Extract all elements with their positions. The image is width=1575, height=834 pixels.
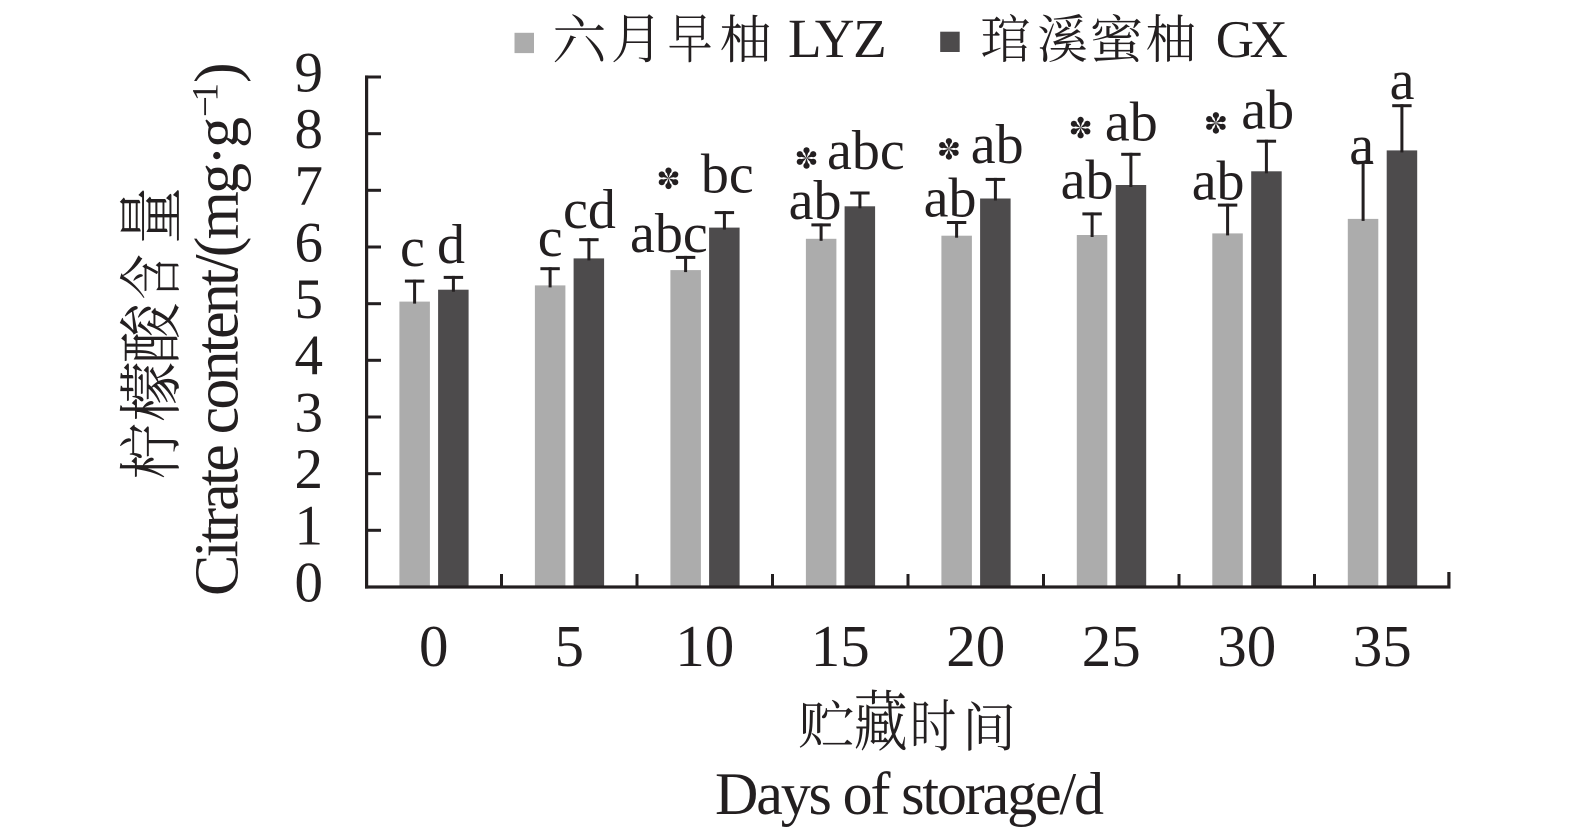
svg-text:5: 5 — [554, 613, 584, 679]
svg-text:LYZ: LYZ — [788, 8, 887, 69]
svg-text:a: a — [1390, 50, 1415, 112]
svg-text:c: c — [538, 207, 563, 269]
svg-text:bc: bc — [701, 143, 754, 205]
svg-text:ab: ab — [924, 167, 977, 229]
svg-text:ab: ab — [1192, 151, 1245, 213]
svg-text:): ) — [184, 62, 252, 83]
svg-text:5: 5 — [295, 268, 324, 331]
svg-text:20: 20 — [946, 613, 1005, 679]
svg-text:Days of storage/d: Days of storage/d — [715, 761, 1104, 827]
svg-text:a: a — [1349, 115, 1374, 177]
svg-text:0: 0 — [419, 613, 449, 679]
svg-text:cd: cd — [563, 179, 616, 241]
svg-text:10: 10 — [675, 613, 734, 679]
svg-text:6: 6 — [295, 211, 324, 274]
svg-text:15: 15 — [811, 613, 870, 679]
svg-text:30: 30 — [1217, 613, 1276, 679]
svg-text:ab: ab — [971, 114, 1024, 176]
svg-text:35: 35 — [1353, 613, 1412, 679]
svg-text:4: 4 — [295, 325, 324, 388]
svg-text:abc: abc — [630, 203, 708, 265]
svg-text:d: d — [437, 214, 465, 276]
svg-text:ab: ab — [789, 170, 842, 232]
svg-text:3: 3 — [295, 381, 324, 444]
svg-text:9: 9 — [295, 41, 324, 104]
svg-text:ab: ab — [1105, 92, 1158, 154]
svg-text:8: 8 — [295, 98, 324, 161]
svg-text:7: 7 — [295, 155, 324, 218]
svg-text:2: 2 — [295, 438, 324, 501]
svg-text:25: 25 — [1082, 613, 1141, 679]
svg-text:1: 1 — [295, 495, 324, 558]
svg-text:0: 0 — [295, 551, 324, 614]
svg-text:ab: ab — [1241, 79, 1294, 141]
svg-text:c: c — [400, 217, 425, 279]
svg-text:G: G — [1216, 11, 1254, 69]
svg-text:X: X — [1250, 11, 1288, 69]
svg-text:−1: −1 — [186, 83, 227, 117]
svg-text:abc: abc — [827, 120, 905, 182]
svg-text:Citrate content/(mg·g: Citrate content/(mg·g — [184, 117, 252, 596]
svg-text:ab: ab — [1061, 149, 1114, 211]
